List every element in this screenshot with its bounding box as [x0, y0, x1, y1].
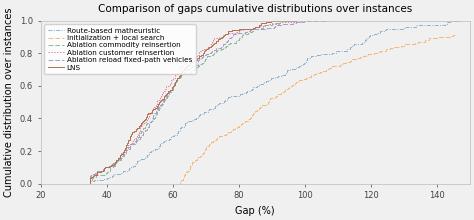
Ablation customer reinsertion — [38, 182, 44, 185]
Route-based matheuristic — [255, 84, 260, 87]
Line: Ablation commodity reinsertion: Ablation commodity reinsertion — [41, 20, 294, 184]
Ablation reload fixed-path vehicles — [159, 102, 165, 105]
LNS — [38, 182, 44, 185]
Ablation customer reinsertion — [164, 84, 169, 87]
Ablation reload fixed-path vehicles — [213, 48, 219, 50]
Initialization + local search — [296, 79, 302, 82]
Ablation commodity reinsertion — [130, 141, 136, 144]
Ablation customer reinsertion — [157, 97, 163, 100]
Ablation reload fixed-path vehicles — [132, 141, 138, 144]
Route-based matheuristic — [215, 102, 221, 105]
Y-axis label: Cumulative distribution over instances: Cumulative distribution over instances — [4, 7, 14, 197]
Line: LNS: LNS — [41, 20, 296, 184]
Initialization + local search — [188, 163, 193, 166]
Route-based matheuristic — [344, 48, 350, 50]
Ablation commodity reinsertion — [171, 84, 177, 87]
Ablation customer reinsertion — [200, 48, 206, 50]
Ablation customer reinsertion — [128, 141, 134, 144]
LNS — [155, 102, 161, 105]
Legend: Route-based matheuristic, Initialization + local search, Ablation commodity rein: Route-based matheuristic, Initialization… — [44, 24, 196, 74]
Ablation reload fixed-path vehicles — [163, 97, 168, 100]
LNS — [293, 19, 299, 22]
Ablation commodity reinsertion — [158, 102, 164, 105]
Line: Ablation customer reinsertion: Ablation customer reinsertion — [41, 20, 304, 184]
Route-based matheuristic — [38, 182, 44, 185]
LNS — [257, 23, 263, 26]
Ablation commodity reinsertion — [292, 19, 297, 22]
Ablation reload fixed-path vehicles — [170, 84, 176, 87]
Initialization + local search — [259, 105, 264, 108]
Route-based matheuristic — [158, 141, 164, 144]
Ablation reload fixed-path vehicles — [278, 23, 283, 26]
Route-based matheuristic — [457, 19, 463, 22]
LNS — [159, 97, 165, 100]
Ablation commodity reinsertion — [38, 182, 44, 185]
Line: Ablation reload fixed-path vehicles: Ablation reload fixed-path vehicles — [41, 20, 328, 184]
Route-based matheuristic — [441, 23, 447, 26]
X-axis label: Gap (%): Gap (%) — [236, 206, 275, 216]
Initialization + local search — [274, 94, 280, 96]
Ablation reload fixed-path vehicles — [325, 19, 331, 22]
Line: Initialization + local search: Initialization + local search — [41, 35, 456, 184]
Ablation reload fixed-path vehicles — [38, 182, 44, 185]
LNS — [203, 48, 209, 50]
Ablation commodity reinsertion — [263, 23, 268, 26]
Ablation customer reinsertion — [154, 102, 159, 105]
LNS — [171, 84, 176, 87]
Initialization + local search — [256, 107, 262, 109]
Initialization + local search — [38, 182, 44, 185]
Ablation commodity reinsertion — [161, 97, 167, 100]
Route-based matheuristic — [224, 97, 230, 100]
Ablation customer reinsertion — [263, 23, 268, 26]
Ablation customer reinsertion — [301, 19, 307, 22]
Initialization + local search — [453, 33, 458, 36]
LNS — [125, 141, 130, 144]
Title: Comparison of gaps cumulative distributions over instances: Comparison of gaps cumulative distributi… — [98, 4, 412, 14]
Initialization + local search — [231, 127, 237, 130]
Ablation commodity reinsertion — [218, 48, 224, 50]
Line: Route-based matheuristic: Route-based matheuristic — [41, 20, 460, 184]
